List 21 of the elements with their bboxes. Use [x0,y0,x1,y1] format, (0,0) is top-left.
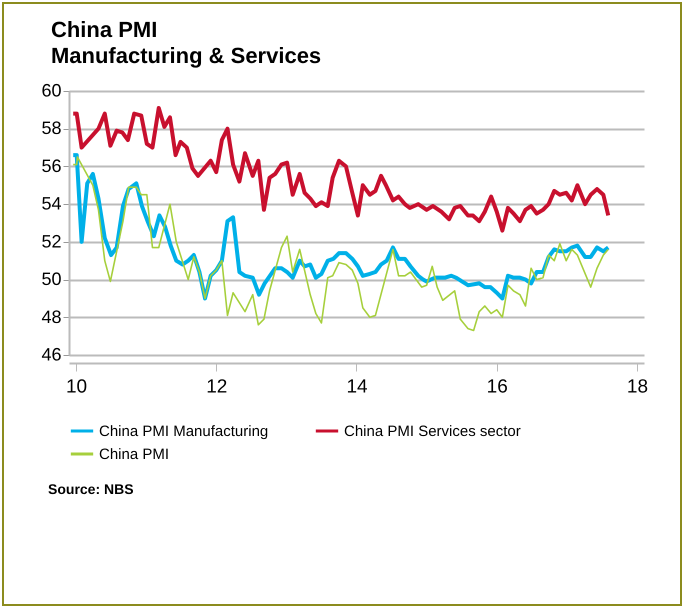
chart-title: China PMI [50,17,158,42]
y-tick-label: 56 [41,156,62,176]
y-tick-label: 60 [41,80,62,100]
x-tick-label: 10 [66,376,88,398]
y-tick-label: 54 [41,194,62,214]
line-series [72,156,610,332]
y-tick-label: 52 [41,231,62,252]
line-series [71,106,610,233]
x-tick-label: 12 [206,376,228,398]
x-tick-label: 18 [626,376,648,398]
y-tick-label: 50 [41,269,62,290]
y-tick-label: 46 [41,344,62,364]
legend-label: China PMI Services sector [344,423,521,440]
legend-label: China PMI [99,446,170,463]
chart-subtitle: Manufacturing & Services [50,43,322,68]
x-tick-label: 14 [346,376,368,398]
y-tick-label: 58 [41,118,62,138]
source-note: Source: NBS [48,481,135,497]
x-tick-label: 16 [486,376,508,398]
legend-label: China PMI Manufacturing [99,423,268,440]
y-tick-label: 48 [41,306,62,327]
